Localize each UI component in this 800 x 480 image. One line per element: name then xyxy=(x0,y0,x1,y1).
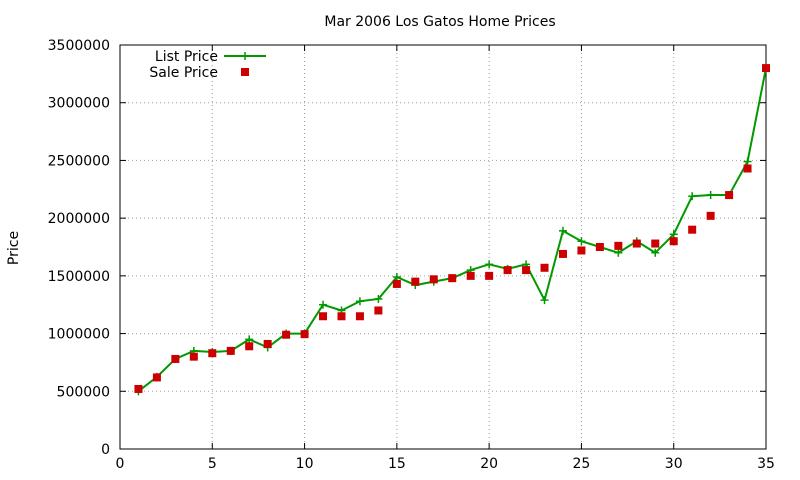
y-tick-label: 2500000 xyxy=(48,153,110,169)
chart-title: Mar 2006 Los Gatos Home Prices xyxy=(324,14,555,30)
grid xyxy=(120,45,766,449)
sale-price-point xyxy=(614,241,623,250)
sale-price-point xyxy=(134,384,143,393)
sale-price-point xyxy=(540,263,549,272)
y-tick-label: 500000 xyxy=(57,384,110,400)
list-price-point xyxy=(245,335,254,344)
sale-price-point xyxy=(355,312,364,321)
sale-price-point xyxy=(189,352,198,361)
x-tick-label: 30 xyxy=(665,456,683,472)
list-price-point xyxy=(355,297,364,306)
list-price-point xyxy=(540,296,549,305)
sale-price-point xyxy=(503,266,512,275)
sale-price-point xyxy=(688,225,697,234)
sale-price-point xyxy=(595,243,604,251)
sale-price-point xyxy=(522,266,531,275)
x-tick-label: 5 xyxy=(208,456,217,472)
list-price-point xyxy=(374,294,383,303)
list-price-point xyxy=(319,300,328,309)
list-price-point xyxy=(651,248,660,257)
sale-price-point xyxy=(466,271,475,280)
y-tick-label: 3000000 xyxy=(48,96,110,112)
sale-price-point xyxy=(245,342,254,351)
x-tick-label: 35 xyxy=(757,456,775,472)
list-price-point xyxy=(743,157,752,166)
legend-marker-list-price xyxy=(241,52,249,60)
sale-price-point xyxy=(669,237,678,246)
sale-price-point xyxy=(208,349,217,358)
sale-price-point xyxy=(300,330,309,339)
list-price-point xyxy=(558,226,567,235)
y-tick-label: 1000000 xyxy=(48,327,110,343)
y-tick-label: 1500000 xyxy=(48,269,110,285)
sale-price-point xyxy=(411,277,420,286)
sale-price-point xyxy=(762,64,770,73)
x-tick-label: 0 xyxy=(116,456,125,472)
list-price-point xyxy=(706,191,715,200)
sale-price-point xyxy=(632,239,641,248)
list-price-point xyxy=(688,192,697,201)
list-price-point xyxy=(392,273,401,282)
plot-frame xyxy=(119,44,767,450)
x-tick-label: 15 xyxy=(388,456,406,472)
sale-price-point xyxy=(392,279,401,288)
list-price-point xyxy=(614,248,623,257)
sale-price-point xyxy=(706,211,715,220)
sale-price-point xyxy=(725,191,734,200)
sale-price-point xyxy=(282,330,291,339)
legend-label-list-price: List Price xyxy=(155,49,218,65)
list-price-point xyxy=(669,230,678,239)
sale-price-series xyxy=(134,64,770,393)
sale-price-point xyxy=(448,274,457,283)
sale-price-point xyxy=(226,346,235,355)
legend-label-sale-price: Sale Price xyxy=(149,65,218,81)
list-price-point xyxy=(485,260,494,269)
sale-price-point xyxy=(263,339,272,348)
sale-price-point xyxy=(485,271,494,280)
sale-price-point xyxy=(743,164,752,173)
x-tick-label: 25 xyxy=(573,456,591,472)
sale-price-point xyxy=(152,373,161,382)
x-tick-label: 10 xyxy=(296,456,314,472)
list-price-series xyxy=(134,64,770,396)
y-tick-label: 3500000 xyxy=(48,38,110,54)
sale-price-point xyxy=(577,246,586,255)
sale-price-point xyxy=(651,239,660,248)
axes: 0 5 10 15 20 25 30 35 0 500000 1000000 1500000 20000… xyxy=(48,38,775,472)
y-tick-label: 2000000 xyxy=(48,211,110,227)
sale-price-point xyxy=(171,354,180,363)
list-price-point xyxy=(577,237,586,246)
y-axis-label: Price xyxy=(6,231,22,265)
legend-marker-sale-price xyxy=(241,68,249,76)
y-tick-label: 0 xyxy=(101,442,110,458)
sale-price-point xyxy=(374,306,383,315)
sale-price-point xyxy=(429,275,438,284)
sale-price-point xyxy=(319,312,328,321)
x-tick-label: 20 xyxy=(480,456,498,472)
list-price-line xyxy=(137,67,767,393)
sale-price-point xyxy=(558,249,567,258)
plot-area xyxy=(134,64,770,396)
sale-price-point xyxy=(337,312,346,321)
